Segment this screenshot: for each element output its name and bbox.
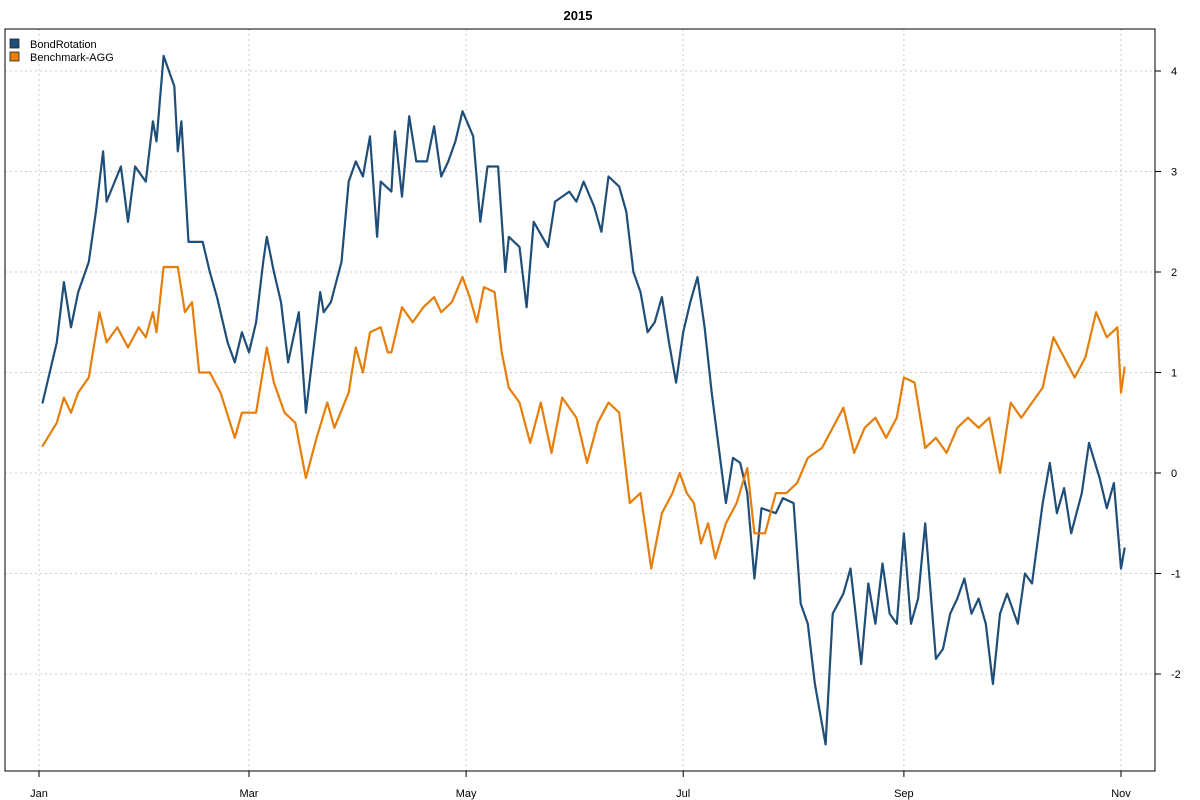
- y-tick-label: 2: [1171, 267, 1177, 279]
- series-line-benchmark-agg: [41, 265, 1126, 570]
- y-tick-label: 1: [1171, 368, 1177, 380]
- y-tick-label: 4: [1171, 66, 1177, 78]
- grid: [5, 29, 1155, 771]
- x-tick-label: Nov: [1111, 788, 1131, 800]
- y-tick-label: -2: [1171, 669, 1181, 681]
- x-tick-label: May: [456, 788, 477, 800]
- legend-label: BondRotation: [30, 39, 97, 51]
- plot-frame: [4, 28, 1156, 772]
- y-tick-label: 0: [1171, 468, 1177, 480]
- chart-title: 2015: [564, 8, 593, 23]
- series-group: [41, 54, 1126, 746]
- series-line-bondrotation: [41, 54, 1126, 746]
- x-tick-label: Jan: [30, 788, 48, 800]
- x-tick-label: Sep: [894, 788, 914, 800]
- legend-swatch: [9, 38, 20, 49]
- legend-label: Benchmark-AGG: [30, 52, 114, 64]
- x-tick-label: Jul: [676, 788, 690, 800]
- legend-swatch: [9, 51, 20, 62]
- x-axis: Jan Mar May Jul Sep Nov: [30, 771, 1131, 800]
- y-tick-label: -1: [1171, 569, 1181, 581]
- y-tick-label: 3: [1171, 167, 1177, 179]
- x-tick-label: Mar: [240, 788, 259, 800]
- y-axis: -2 -1 0 1 2 3 4: [1155, 66, 1181, 681]
